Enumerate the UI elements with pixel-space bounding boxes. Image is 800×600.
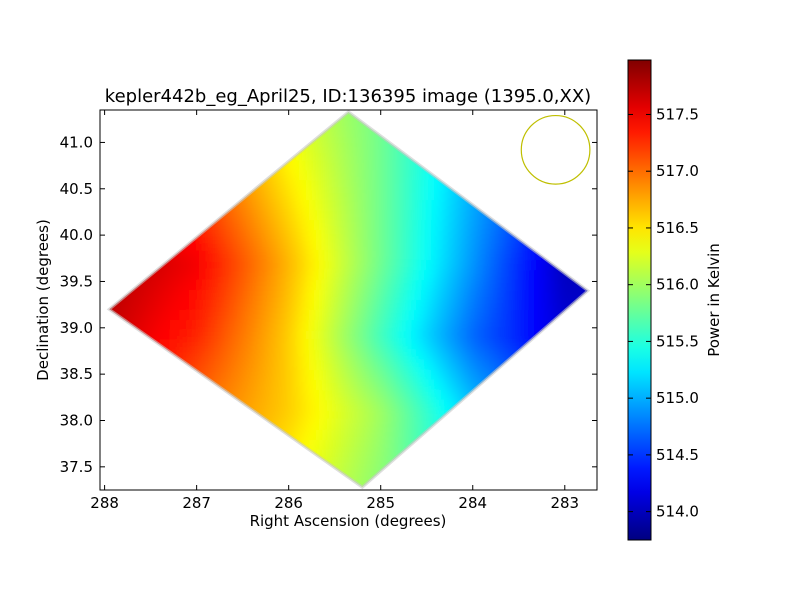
x-tick-label: 288 [90,494,119,512]
x-tick-label: 286 [274,494,303,512]
x-axis: 288 287 286 285 284 283 [90,110,579,512]
chart-title: kepler442b_eg_April25, ID:136395 image (… [105,86,591,107]
colorbar-tick-label: 517.0 [656,162,699,180]
x-tick-label: 285 [366,494,395,512]
y-tick-label: 39.5 [60,272,93,290]
footprint-outline [106,110,591,490]
colorbar-tick-label: 516.0 [656,276,699,294]
colorbar: 514.0 514.5 515.0 515.5 516.0 516.5 517.0 517.5… [627,59,723,541]
colorbar-gradient [627,59,652,541]
x-axis-label: Right Ascension (degrees) [250,512,447,530]
y-tick-label: 40.5 [60,180,93,198]
colorbar-tick-label: 517.5 [656,105,699,123]
y-axis-label: Declination (degrees) [34,219,52,381]
y-tick-label: 38.0 [60,411,93,429]
colorbar-tick-label: 514.5 [656,446,699,464]
colorbar-tick-label: 514.0 [656,503,699,521]
colorbar-tick-label: 515.0 [656,389,699,407]
x-tick-label: 287 [182,494,211,512]
x-tick-label: 283 [550,494,579,512]
colorbar-label: Power in Kelvin [705,243,723,357]
y-tick-label: 38.5 [60,365,93,383]
y-tick-label: 37.5 [60,458,93,476]
x-tick-label: 284 [458,494,487,512]
heatmap-field [109,111,588,488]
y-tick-label: 39.0 [60,319,93,337]
colorbar-tick-label: 515.5 [656,332,699,350]
plot-area [106,110,591,490]
y-axis: 37.5 38.0 38.5 39.0 39.5 40.0 40.5 41.0 [60,133,597,476]
colorbar-tick-label: 516.5 [656,219,699,237]
colorbar-ticks: 514.0 514.5 515.0 515.5 516.0 516.5 517.0 517.5 [628,105,699,521]
y-tick-label: 41.0 [60,133,93,151]
axes-frame [99,109,598,491]
y-tick-label: 40.0 [60,226,93,244]
beam-circle [520,114,591,185]
